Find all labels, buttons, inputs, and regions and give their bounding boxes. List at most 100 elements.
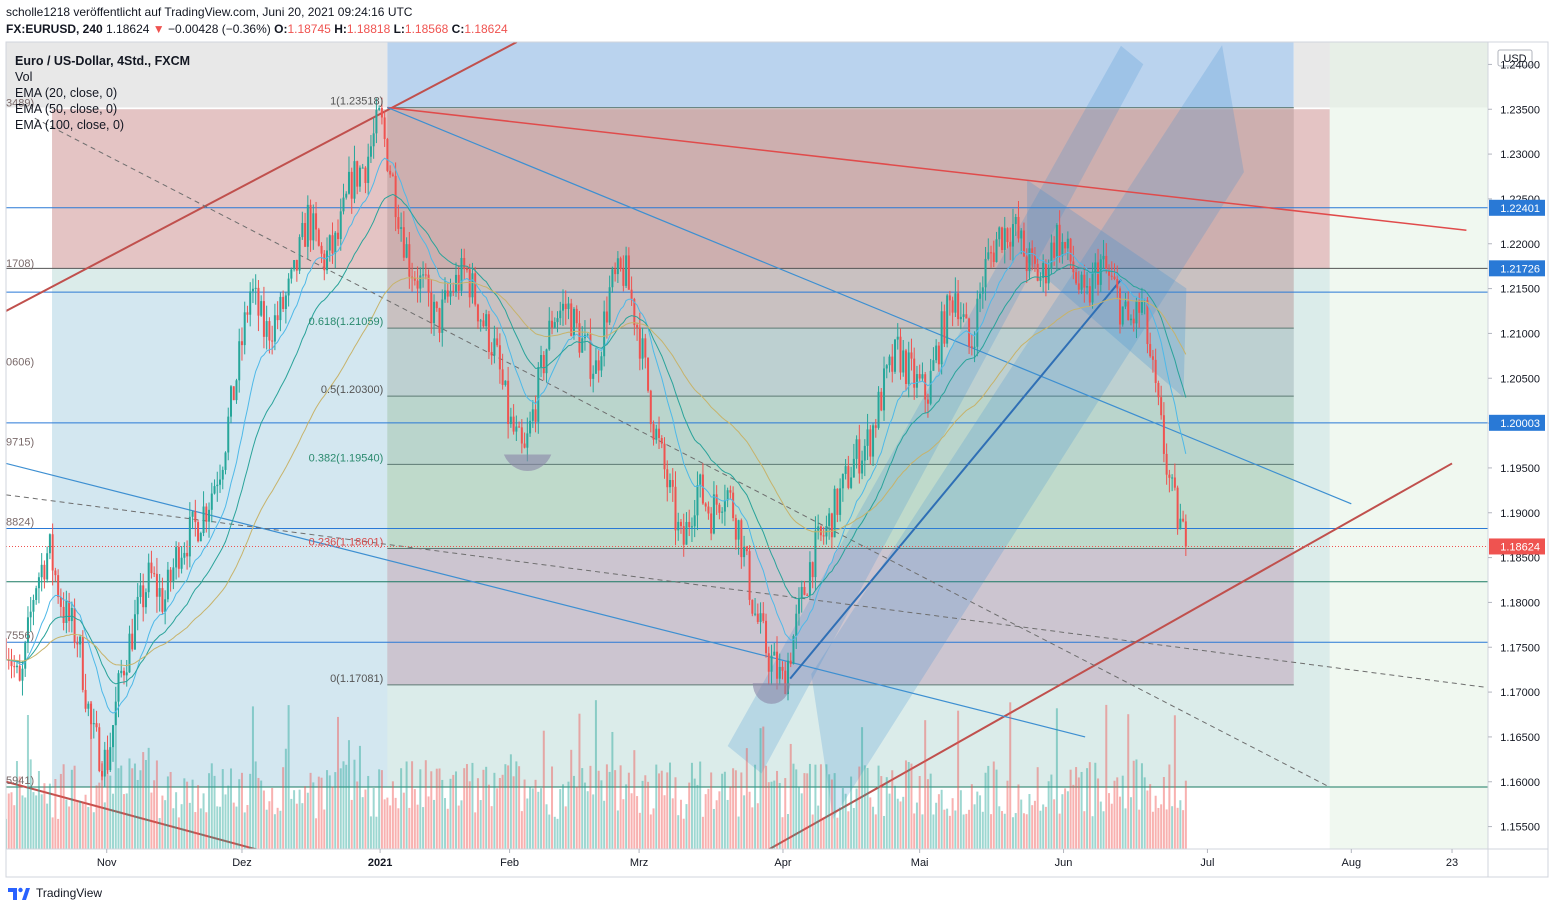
candle-body: [970, 346, 973, 348]
volume-bar: [1077, 777, 1080, 849]
candle-body: [1055, 224, 1058, 258]
candle-body: [679, 521, 682, 527]
candle-body: [998, 227, 1001, 240]
candle-body: [172, 567, 175, 581]
candle-body: [904, 350, 907, 385]
candle-body: [180, 557, 183, 569]
candle-body: [347, 171, 350, 194]
candle-body: [633, 298, 636, 326]
volume-bar: [125, 793, 128, 849]
volume-bar: [1033, 800, 1036, 849]
volume-bar: [35, 795, 38, 849]
candle-body: [1022, 230, 1025, 257]
volume-bar: [633, 750, 636, 849]
volume-bar: [229, 768, 232, 849]
volume-bar: [279, 810, 282, 849]
volume-bar: [583, 782, 586, 849]
candle-body: [125, 672, 128, 676]
candle-body: [350, 171, 353, 199]
candle-body: [24, 642, 27, 669]
volume-bar: [921, 814, 924, 849]
volume-bar: [364, 789, 367, 849]
legend-ema50[interactable]: EMA (50, close, 0): [15, 102, 118, 116]
candle-body: [133, 614, 136, 650]
volume-bar: [117, 768, 120, 849]
volume-bar: [888, 793, 891, 849]
volume-bar: [534, 779, 537, 849]
candle-body: [265, 321, 268, 337]
candle-body: [369, 146, 372, 157]
price-badge-label: 1.21726: [1500, 263, 1540, 275]
candle-body: [1086, 286, 1089, 288]
candle-body: [789, 660, 792, 665]
high-value: 1.18818: [346, 22, 391, 36]
candle-body: [619, 258, 622, 269]
volume-bar: [1009, 702, 1012, 849]
candle-body: [729, 490, 732, 493]
candle-body: [880, 391, 883, 411]
candle-body: [73, 607, 76, 643]
volume-bar: [872, 806, 875, 849]
candle-body: [570, 303, 573, 336]
candle-body: [1011, 224, 1014, 247]
trendline-blue-1: [6, 462, 1086, 738]
y-tick-label: 1.15500: [1500, 822, 1540, 834]
volume-bar: [998, 806, 1001, 849]
candle-body: [636, 325, 639, 328]
legend-ema100[interactable]: EMA (100, close, 0): [15, 118, 125, 132]
volume-bar: [164, 800, 167, 849]
candle-body: [622, 268, 625, 286]
candle-body: [1160, 397, 1163, 416]
volume-bar: [1160, 804, 1163, 849]
legend-vol[interactable]: Vol: [15, 70, 33, 84]
trendline-red-bottom: [6, 780, 259, 849]
candle-body: [861, 460, 864, 474]
volume-bar: [594, 700, 597, 849]
volume-bar: [10, 792, 13, 849]
candle-body: [315, 213, 318, 230]
volume-bar: [1028, 794, 1031, 849]
candle-body: [158, 588, 161, 597]
volume-bar: [1088, 762, 1091, 849]
price-badge: [1489, 199, 1545, 216]
candle-body: [575, 308, 578, 324]
volume-bar: [317, 776, 320, 849]
candle-body: [240, 341, 243, 346]
volume-bar: [180, 804, 183, 849]
volume-bar: [660, 770, 663, 849]
volume-bar: [238, 779, 241, 849]
candle-body: [767, 653, 770, 672]
volume-bar: [688, 782, 691, 849]
volume-bar: [1017, 784, 1020, 849]
candle-body: [962, 314, 965, 317]
volume-bar: [1083, 811, 1086, 849]
volume-bar: [389, 805, 392, 849]
candle-body: [290, 269, 293, 279]
volume-bar: [48, 783, 51, 849]
volume-bar: [309, 772, 312, 849]
candle-body: [317, 229, 320, 246]
volume-bar: [743, 795, 746, 849]
volume-bar: [663, 795, 666, 849]
candle-body: [26, 617, 29, 643]
volume-bar: [183, 778, 186, 849]
volume-bar: [979, 795, 982, 849]
candle-body: [863, 445, 866, 461]
legend-ema20[interactable]: EMA (20, close, 0): [15, 86, 118, 100]
footer[interactable]: TradingView: [8, 886, 102, 900]
candle-body: [224, 452, 227, 470]
volume-bar: [1069, 769, 1072, 849]
volume-bar: [581, 768, 584, 849]
volume-bar: [973, 804, 976, 849]
volume-bar: [726, 799, 729, 849]
volume-bar: [1099, 801, 1102, 849]
time-axis: [5, 848, 1489, 878]
candle-body: [334, 232, 337, 254]
candle-body: [1017, 216, 1020, 239]
candle-body: [153, 573, 156, 575]
volume-bar: [572, 775, 575, 849]
x-tick-label: Mai: [911, 857, 929, 869]
candle-body: [732, 492, 735, 519]
volume-bar: [142, 752, 145, 849]
